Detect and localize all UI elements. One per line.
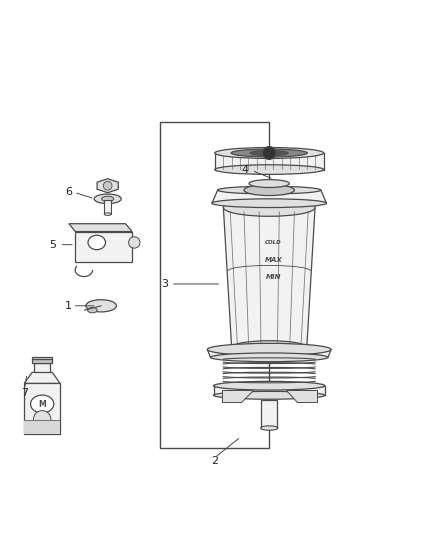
Polygon shape — [69, 224, 132, 231]
Bar — [24, 421, 60, 433]
Polygon shape — [75, 231, 132, 262]
Polygon shape — [286, 391, 317, 402]
Ellipse shape — [231, 149, 307, 157]
Circle shape — [103, 181, 112, 190]
Circle shape — [263, 147, 276, 159]
Text: 1: 1 — [65, 301, 72, 311]
Ellipse shape — [213, 391, 325, 399]
Ellipse shape — [31, 395, 54, 413]
Text: M: M — [38, 400, 46, 408]
Text: 2: 2 — [211, 456, 218, 466]
Ellipse shape — [88, 308, 97, 313]
Polygon shape — [261, 400, 277, 428]
Text: 6: 6 — [65, 187, 72, 197]
Ellipse shape — [249, 180, 290, 188]
Polygon shape — [223, 207, 315, 348]
Ellipse shape — [215, 165, 324, 174]
Text: MIN: MIN — [266, 274, 281, 280]
Ellipse shape — [207, 343, 331, 356]
Polygon shape — [213, 386, 325, 395]
Ellipse shape — [261, 426, 278, 430]
Ellipse shape — [102, 196, 114, 201]
Bar — [24, 383, 60, 433]
Text: MAX: MAX — [265, 257, 283, 263]
Ellipse shape — [232, 341, 307, 354]
Bar — [32, 359, 52, 363]
Ellipse shape — [94, 194, 121, 204]
Ellipse shape — [213, 381, 325, 390]
Bar — [34, 363, 50, 373]
Bar — [32, 357, 52, 359]
Text: 3: 3 — [161, 279, 168, 289]
Circle shape — [33, 410, 51, 428]
Text: 5: 5 — [49, 240, 57, 249]
Text: 4: 4 — [242, 165, 249, 175]
Bar — [104, 200, 111, 214]
Polygon shape — [97, 179, 118, 193]
Ellipse shape — [86, 300, 117, 312]
Ellipse shape — [104, 213, 111, 215]
Bar — [160, 123, 269, 448]
Text: COLD: COLD — [265, 240, 282, 245]
Ellipse shape — [215, 148, 324, 158]
Polygon shape — [207, 350, 331, 357]
Ellipse shape — [250, 150, 288, 156]
Polygon shape — [222, 391, 252, 402]
Text: 7: 7 — [21, 388, 28, 398]
Polygon shape — [212, 190, 326, 203]
Ellipse shape — [210, 353, 328, 362]
Polygon shape — [215, 153, 324, 169]
Polygon shape — [24, 373, 60, 383]
Ellipse shape — [88, 235, 106, 249]
Ellipse shape — [212, 199, 326, 207]
Circle shape — [129, 237, 140, 248]
Ellipse shape — [223, 199, 315, 216]
Ellipse shape — [218, 186, 321, 194]
Ellipse shape — [244, 184, 294, 196]
